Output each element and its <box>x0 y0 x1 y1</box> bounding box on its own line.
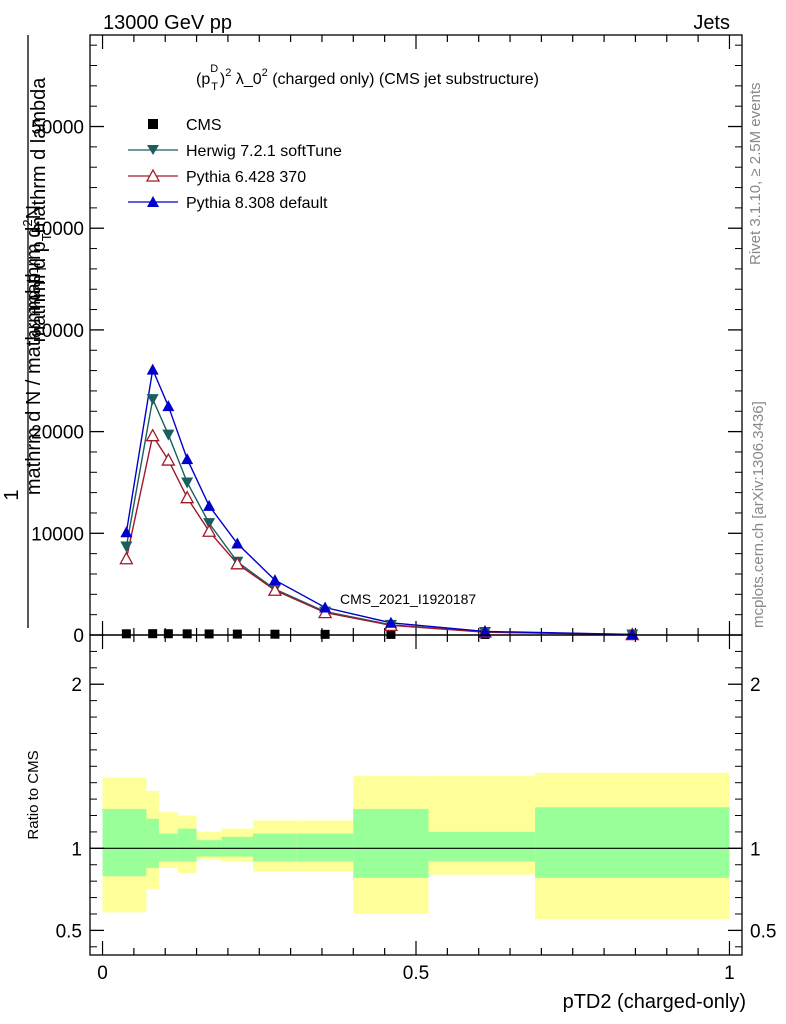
data-point <box>119 551 134 565</box>
main-ytick-label: 40000 <box>31 219 84 240</box>
ratio-ytick-label: 2 <box>71 675 82 696</box>
main-ytick-label: 50000 <box>31 118 84 139</box>
legend-marker-pythia8 <box>147 196 159 207</box>
data-point <box>202 523 217 537</box>
data-point <box>121 629 131 639</box>
xtick-label: 1 <box>724 963 735 984</box>
legend-item-herwig: Herwig 7.2.1 softTune <box>128 143 342 160</box>
data-point <box>384 616 397 628</box>
data-point <box>146 363 159 375</box>
plot-title: (pD T)2 λ_02 (charged only) (CMS jet subs… <box>196 63 539 93</box>
ratio-band-inner <box>221 836 253 857</box>
ratio-band-inner <box>177 828 197 862</box>
data-point <box>478 625 491 637</box>
legend-label-pythia8: Pythia 8.308 default <box>186 195 328 212</box>
legend-label-cms: CMS <box>186 117 222 134</box>
legend-label-herwig: Herwig 7.2.1 softTune <box>186 143 342 160</box>
legend: CMS Herwig 7.2.1 softTune Pythia 6.428 3… <box>128 117 342 212</box>
data-point <box>146 394 159 406</box>
ratio-axes: 0.5 0.5 1 1 2 2 0 0.5 1 <box>56 635 776 984</box>
ratio-band-inner <box>296 833 354 862</box>
data-point <box>231 537 244 549</box>
data-point <box>145 428 160 442</box>
xtick-label: 0.5 <box>403 963 429 984</box>
data-point <box>270 629 280 639</box>
ylabel-numerator-bottom: mathrm d pTmathrm d lambda <box>28 77 54 343</box>
ratio-band-inner <box>353 808 429 878</box>
ratio-ytick-label: 1 <box>71 839 82 860</box>
mcplots-side-label: mcplots.cern.ch [arXiv:1306.3436] <box>750 401 767 628</box>
ratio-y-axis-label: Ratio to CMS <box>25 750 42 839</box>
header-right: Jets <box>693 12 730 34</box>
main-ytick-label: 30000 <box>31 321 84 342</box>
x-axis-label: pTD2 (charged-only) <box>563 991 746 1013</box>
xtick-label: 0 <box>97 963 108 984</box>
main-ytick-label: 10000 <box>31 524 84 545</box>
rivet-side-label: Rivet 3.1.10, ≥ 2.5M events <box>747 83 764 266</box>
ratio-ytick-label-right: 2 <box>750 675 761 696</box>
legend-item-pythia6: Pythia 6.428 370 <box>128 168 306 186</box>
legend-marker-herwig <box>147 145 159 155</box>
legend-item-cms: CMS <box>148 117 222 134</box>
ylabel-denominator: mathrm d N / mathrm d pT <box>23 265 49 495</box>
ylabel-numerator-top: mathrm d2N <box>20 205 45 311</box>
data-point <box>120 541 133 553</box>
main-ytick-label: 20000 <box>31 423 84 444</box>
data-point <box>319 601 332 613</box>
ratio-band-inner <box>158 833 178 862</box>
ratio-band-inner <box>253 833 297 862</box>
main-axes: 0 10000 20000 30000 40000 50000 <box>31 35 742 647</box>
data-point <box>162 400 175 412</box>
header-left: 13000 GeV pp <box>103 12 232 34</box>
data-point <box>181 477 194 489</box>
ratio-band-inner <box>146 818 159 869</box>
data-point <box>268 574 281 586</box>
ratio-ytick-label: 0.5 <box>56 921 82 942</box>
ratio-band-inner <box>102 808 147 877</box>
main-ytick-label: 0 <box>73 626 84 647</box>
data-point <box>203 518 216 530</box>
legend-marker-pythia6 <box>145 168 161 182</box>
data-point <box>181 453 194 465</box>
data-point <box>204 629 214 639</box>
ratio-ytick-label-right: 1 <box>750 839 761 860</box>
data-point <box>162 429 175 441</box>
data-point <box>180 490 195 504</box>
data-point <box>232 629 242 639</box>
data-point <box>267 582 283 596</box>
legend-marker-cms <box>148 119 158 129</box>
data-point <box>148 629 158 639</box>
legend-label-pythia6: Pythia 6.428 370 <box>186 169 306 186</box>
ratio-ytick-label-right: 0.5 <box>750 921 776 942</box>
data-point <box>161 452 176 466</box>
ylabel-one: 1 <box>1 489 23 500</box>
data-point <box>320 629 330 639</box>
ratio-band-inner <box>535 807 730 878</box>
ratio-bands <box>90 772 742 919</box>
data-point <box>203 499 216 511</box>
data-point <box>120 526 133 538</box>
data-point <box>182 629 192 639</box>
analysis-watermark: CMS_2021_I1920187 <box>340 591 476 607</box>
main-y-axis-label: 1 mathrm d2N mathrm d pTmathrm d lambda … <box>1 35 54 628</box>
data-point <box>230 556 245 570</box>
ratio-band-inner <box>428 831 536 862</box>
data-point <box>163 629 173 639</box>
legend-item-pythia8: Pythia 8.308 default <box>128 195 328 212</box>
